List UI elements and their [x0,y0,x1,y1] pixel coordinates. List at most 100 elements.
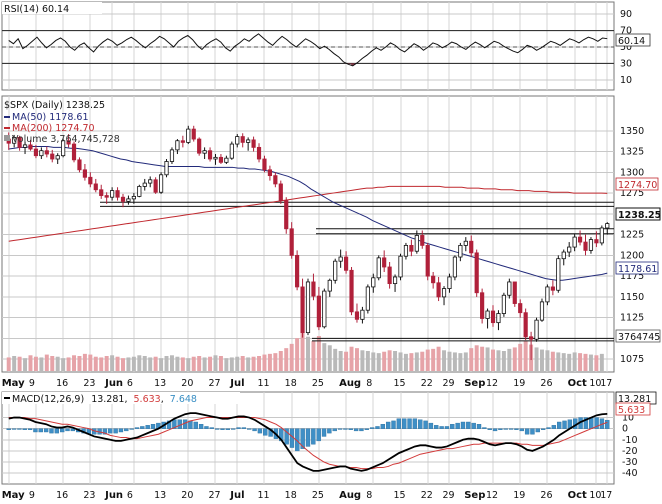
volume-bar [66,357,71,371]
candle-body [371,277,376,288]
candle-body [17,137,22,148]
candle-body [507,281,512,296]
macd-histogram-bar [59,428,65,433]
candle-body [518,303,523,314]
candle-body [534,319,539,340]
last-price-tag: 1238.25 [618,210,661,221]
macd-histogram-bar [519,428,524,432]
candle-body [202,150,207,154]
date-tick-label: Sep [464,490,485,501]
date-tick-label: 16 [56,378,68,389]
candle-body [284,200,289,230]
macd-histogram-bar [375,426,380,429]
candle-body [338,256,343,262]
volume-bar [452,352,457,371]
candle-body [333,260,338,281]
macd-histogram-bar [353,428,359,432]
date-tick-label: 18 [285,378,297,389]
candle-body [148,179,153,184]
date-tick-label: 9 [29,490,35,501]
volume-bar [550,351,555,371]
volume-bar [148,357,153,371]
volume-bar [180,357,185,371]
volume-bar [273,353,278,371]
volume-bar [414,352,419,371]
candle-body [197,138,202,154]
candle-body [251,139,256,148]
macd-histogram-bar [263,428,268,436]
macd-histogram-bar [108,428,113,434]
date-tick-label: 18 [285,490,297,501]
macd-histogram-bar [562,420,567,429]
rsi-tick-label: 70 [620,26,632,37]
volume-bar [6,357,11,371]
macd-histogram-bar [407,418,412,429]
candle-body [300,286,305,334]
volume-bar [126,357,131,371]
candle-body [485,310,490,319]
candle-body [110,190,115,198]
macd-tick-label: -10 [622,435,638,446]
volume-bar [39,357,44,371]
candle-body [322,290,327,328]
macd-tick-label: -20 [622,446,638,457]
macd-histogram-bar [65,428,70,432]
volume-bar [594,355,599,371]
volume-bar [518,343,523,371]
date-tick-label: 27 [208,490,220,501]
macd-histogram-bar [337,428,343,430]
macd-histogram-bar [583,417,589,429]
macd-histogram-bar [113,428,118,434]
candle-body [289,228,294,256]
date-tick-label: Oct [568,490,587,501]
candle-body [458,244,463,258]
candle-body [267,169,272,177]
date-tick-label: 8 [366,378,372,389]
date-tick-label: 13 [154,490,166,501]
candle-body [131,195,136,200]
volume-bar [458,353,463,371]
price-legend-title: $SPX (Daily) 1238.25 [4,100,105,111]
price-tick-label: 1125 [620,313,644,324]
macd-histogram-bar [166,420,172,429]
volume-bar [322,343,327,371]
rsi-tick-label: 50 [620,42,632,53]
volume-bar [197,356,202,371]
macd-histogram-bar [118,428,124,433]
volume-bar [213,355,218,371]
macd-histogram-bar [514,428,519,430]
date-tick-label: 12 [486,490,498,501]
macd-histogram-bar [225,428,231,430]
candle-body [213,156,218,160]
macd-histogram-bar [150,424,156,429]
volume-bar [561,353,566,371]
macd-histogram-bar [589,417,594,429]
volume-bar [572,352,577,371]
rsi-legend: RSI(14) 60.14 [4,4,69,15]
candle-body [153,179,158,193]
volume-bar [169,355,174,371]
volume-bar [235,356,240,371]
candle-body [496,313,501,324]
macd-histogram-bar [412,418,418,429]
date-tick-label: 25 [312,378,324,389]
candle-body [501,294,506,314]
candle-body [71,143,77,161]
candle-body [382,257,387,268]
date-tick-label: 29 [442,378,454,389]
candle-body [431,275,436,284]
volume-bar [306,336,310,371]
macd-histogram-bar [508,428,514,430]
macd-histogram-bar [455,422,460,429]
volume-bar [137,355,142,371]
candle-body [164,161,169,176]
candle-body [605,223,610,229]
volume-bar [257,356,262,371]
candle-body [186,128,191,143]
volume-bar [50,356,55,371]
candle-body [583,241,588,251]
candle-body [229,143,234,159]
macd-histogram-bar [284,428,289,445]
macd-histogram-bar [22,428,27,430]
volume-bar [164,356,169,371]
